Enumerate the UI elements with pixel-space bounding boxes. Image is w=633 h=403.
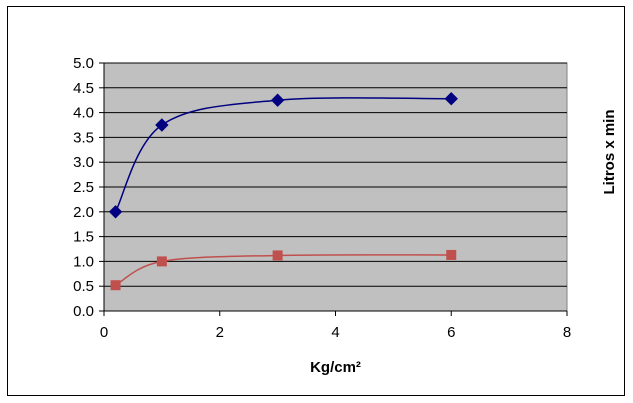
y-tick-labels: 0.0 0.5 1.0 1.5 2.0 2.5 3.0 3.5 4.0 4.5 5.0: [73, 55, 94, 320]
x-tick-label: 2: [216, 324, 224, 341]
series-1-line: [114, 97, 452, 213]
x-tick-labels: 0 2 4 6 8: [100, 324, 571, 341]
y-tick-label: 5.0: [73, 55, 94, 72]
series-1-point: [155, 118, 169, 132]
y-tick-label: 3.5: [73, 129, 94, 146]
x-tick-label: 8: [563, 324, 571, 341]
series-layer: [108, 92, 458, 291]
y-tick-label: 1.5: [73, 229, 94, 246]
axes: [99, 62, 568, 316]
series-1-point: [270, 93, 285, 107]
y-tick-label: 1.0: [73, 253, 94, 270]
y-tick-label: 4.5: [73, 80, 94, 97]
series-2-point: [446, 249, 457, 260]
y-axis-title: Litros x min: [601, 109, 618, 194]
x-tick-label: 4: [331, 324, 339, 341]
grid-lines: [104, 62, 567, 287]
series-2-point: [156, 256, 167, 267]
x-tick-label: 6: [447, 324, 455, 341]
y-tick-label: 2.0: [73, 204, 94, 221]
series-2-point: [272, 250, 283, 261]
x-tick-label: 0: [100, 324, 108, 341]
y-tick-label: 0.0: [73, 303, 94, 320]
y-tick-label: 3.0: [73, 154, 94, 171]
y-tick-label: 4.0: [73, 105, 94, 122]
y-tick-label: 0.5: [73, 278, 94, 295]
series-1-point: [444, 92, 458, 106]
series-1-point: [108, 205, 123, 219]
series-2-point: [110, 280, 121, 291]
series-2-line: [115, 254, 452, 286]
x-axis-title: Kg/cm²: [310, 359, 361, 376]
y-tick-label: 2.5: [73, 179, 94, 196]
